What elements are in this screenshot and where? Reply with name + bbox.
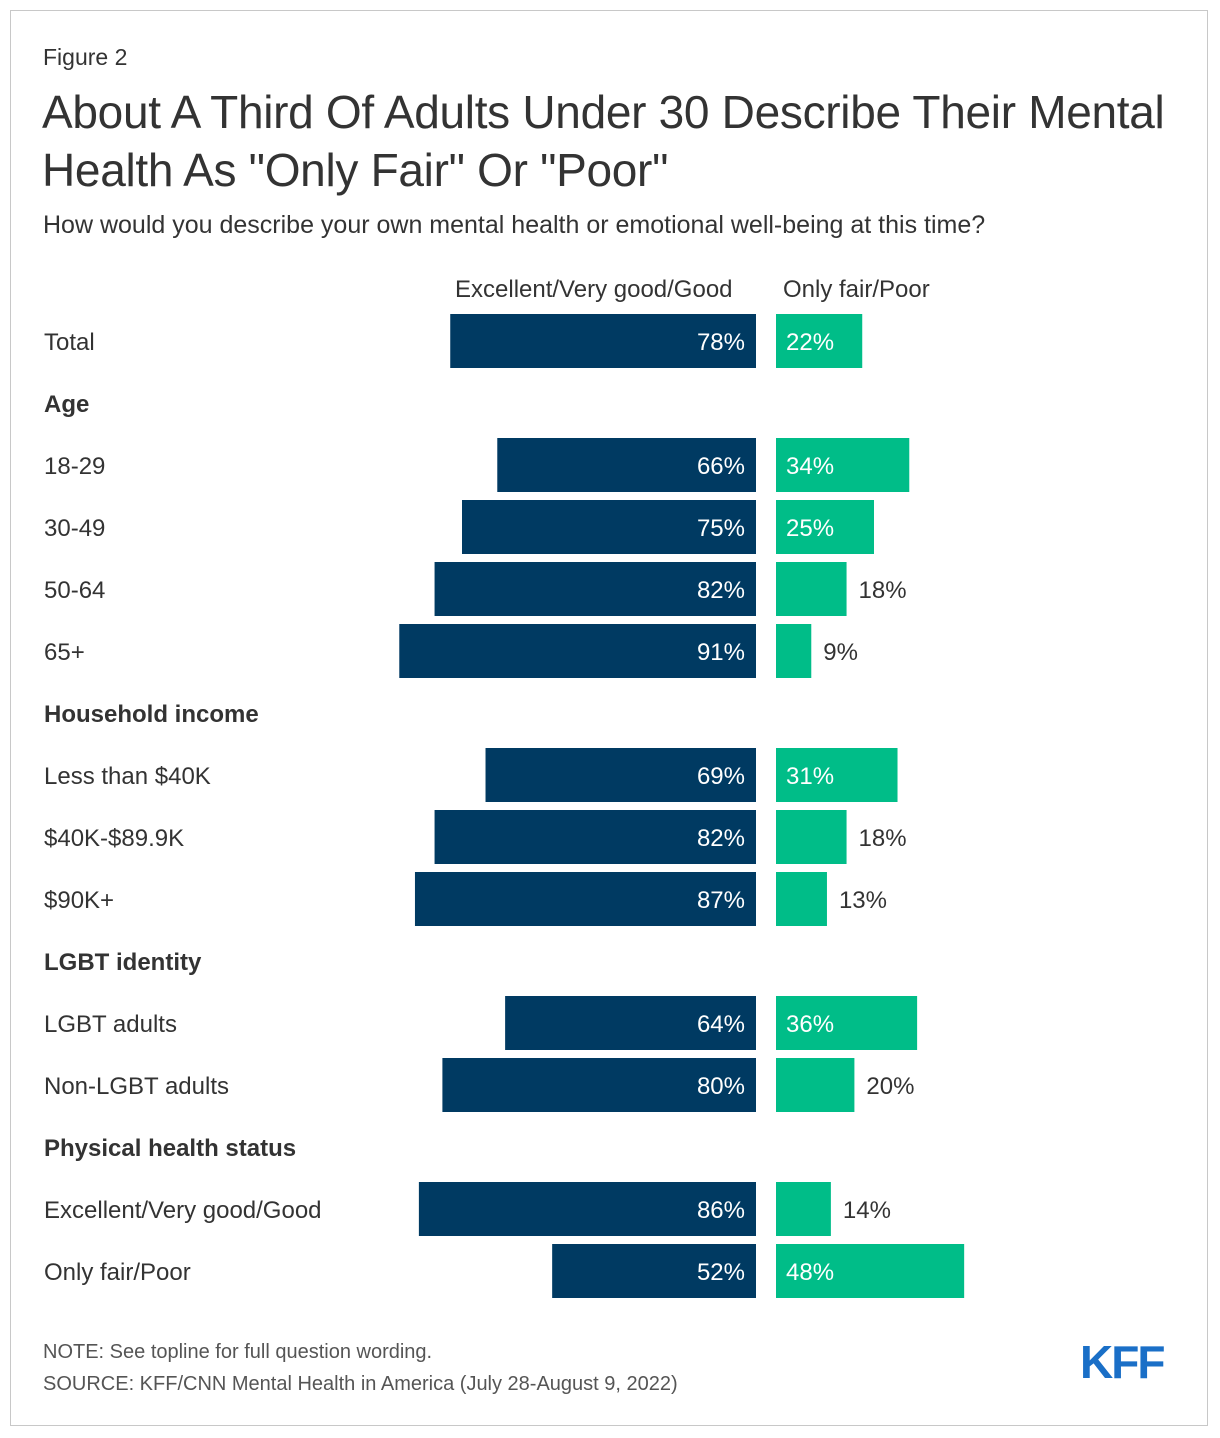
group-header: Household income (44, 701, 259, 728)
bar-poor-label: 14% (843, 1197, 891, 1224)
bar-good (414, 872, 756, 926)
bar-good-label: 80% (697, 1073, 745, 1100)
chart-title: About A Third Of Adults Under 30 Describ… (42, 86, 1165, 196)
bar-good (450, 314, 756, 368)
row-label: 30-49 (44, 515, 105, 542)
note-text: NOTE: See topline for full question word… (43, 1341, 433, 1363)
bar-good-label: 86% (697, 1197, 745, 1224)
row-label: 50-64 (44, 577, 105, 604)
bar-poor (776, 562, 847, 616)
chart-subtitle: How would you describe your own mental h… (43, 211, 986, 239)
bar-poor (776, 996, 918, 1050)
group-header: Age (44, 391, 89, 418)
bar-good (505, 996, 756, 1050)
row-label: Total (44, 329, 95, 356)
bar-good-label: 69% (697, 763, 745, 790)
diverging-bar-chart: Total 78% 22% Age 18-29 66% 34% 30-49 75% 25% 50-6… (44, 314, 965, 1298)
row-label: 65+ (44, 639, 85, 666)
bar-good-label: 91% (697, 639, 745, 666)
bar-poor-label: 9% (823, 639, 858, 666)
bar-good (418, 1182, 756, 1236)
bar-poor (776, 1058, 855, 1112)
legend-poor: Only fair/Poor (783, 276, 930, 303)
bar-poor-label: 34% (786, 453, 834, 480)
kff-logo: KFF (1080, 1340, 1166, 1384)
group-header: Physical health status (44, 1135, 296, 1162)
legend-good: Excellent/Very good/Good (455, 276, 733, 303)
bar-good (442, 1058, 756, 1112)
bar-poor-label: 18% (859, 825, 907, 852)
bar-poor-label: 22% (786, 329, 834, 356)
bar-good (485, 748, 756, 802)
bar-good (552, 1244, 756, 1298)
row-label: Less than $40K (44, 763, 211, 790)
row-label: Excellent/Very good/Good (44, 1197, 322, 1224)
bar-poor (776, 624, 812, 678)
bar-good-label: 75% (697, 515, 745, 542)
bar-poor-label: 13% (839, 887, 887, 914)
row-label: 18-29 (44, 453, 105, 480)
bar-poor (776, 314, 863, 368)
bar-good-label: 82% (697, 825, 745, 852)
bar-good-label: 87% (697, 887, 745, 914)
group-header: LGBT identity (44, 949, 202, 976)
row-label: $40K-$89.9K (44, 825, 184, 852)
bar-poor (776, 1182, 831, 1236)
source-text: SOURCE: KFF/CNN Mental Health in America… (43, 1373, 678, 1395)
bar-poor-label: 20% (866, 1073, 914, 1100)
bar-good (434, 562, 756, 616)
bar-good (434, 810, 756, 864)
row-label: LGBT adults (44, 1011, 177, 1038)
bar-poor-label: 31% (786, 763, 834, 790)
bar-poor-label: 18% (859, 577, 907, 604)
figure-label: Figure 2 (43, 44, 128, 70)
row-label: Non-LGBT adults (44, 1073, 229, 1100)
bar-good-label: 78% (697, 329, 745, 356)
bar-poor-label: 25% (786, 515, 834, 542)
bar-good (399, 624, 756, 678)
bar-poor (776, 748, 898, 802)
figure-frame (10, 10, 1208, 1426)
bar-good (462, 500, 756, 554)
bar-poor (776, 810, 847, 864)
row-label: Only fair/Poor (44, 1259, 191, 1286)
kff-logo-text: KFF (1080, 1340, 1164, 1384)
bar-poor (776, 872, 827, 926)
bar-good (497, 438, 756, 492)
bar-good-label: 52% (697, 1259, 745, 1286)
bar-good-label: 82% (697, 577, 745, 604)
bar-poor-label: 36% (786, 1011, 834, 1038)
bar-poor-label: 48% (786, 1259, 834, 1286)
bar-good-label: 66% (697, 453, 745, 480)
row-label: $90K+ (44, 887, 114, 914)
bar-good-label: 64% (697, 1011, 745, 1038)
bar-poor (776, 1244, 965, 1298)
bar-poor (776, 500, 874, 554)
bar-poor (776, 438, 910, 492)
